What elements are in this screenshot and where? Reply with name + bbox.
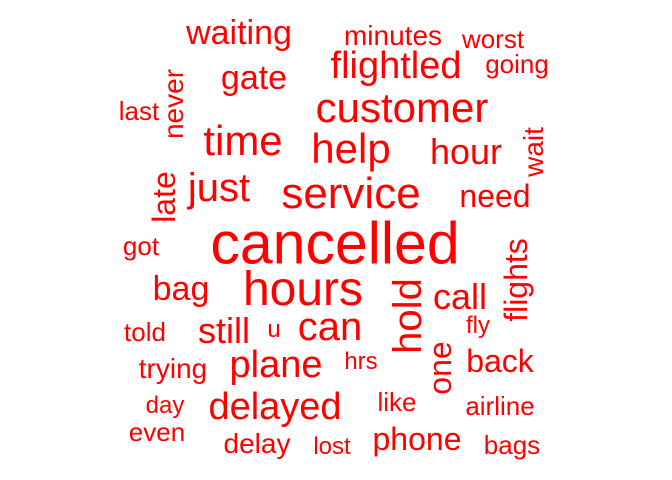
word-minutes: minutes: [343, 20, 443, 51]
word-back: back: [466, 343, 534, 379]
word-never: never: [158, 68, 189, 140]
word-flightled: flightled: [330, 45, 462, 87]
word-got: got: [122, 231, 160, 261]
word-customer: customer: [315, 84, 489, 131]
word-day: day: [145, 392, 185, 419]
word-flights: flights: [498, 238, 534, 322]
word-like: like: [377, 387, 417, 417]
word-still: still: [198, 310, 250, 351]
word-help: help: [311, 125, 391, 172]
word-bag: bag: [152, 270, 210, 308]
word-hrs: hrs: [344, 348, 378, 375]
word-plane: plane: [229, 344, 323, 386]
word-last: last: [118, 96, 160, 126]
word-just: just: [187, 166, 251, 210]
word-u: u: [267, 316, 281, 343]
word-cancelled: cancelled: [210, 210, 460, 277]
word-told: told: [124, 317, 166, 347]
word-hour: hour: [429, 131, 503, 172]
word-gate: gate: [220, 59, 288, 97]
word-delayed: delayed: [208, 386, 342, 428]
word-bags: bags: [483, 430, 541, 460]
word-waiting: waiting: [186, 14, 292, 52]
word-worst: worst: [461, 24, 525, 54]
word-hours: hours: [242, 263, 364, 316]
word-phone: phone: [372, 421, 462, 457]
word-trying: trying: [138, 353, 208, 384]
word-airline: airline: [465, 391, 535, 421]
word-need: need: [459, 178, 531, 214]
word-fly: fly: [466, 312, 490, 339]
word-service: service: [281, 169, 421, 218]
word-late: late: [146, 171, 182, 223]
word-lost: lost: [313, 433, 351, 460]
word-one: one: [422, 341, 458, 395]
word-even: even: [128, 417, 186, 447]
word-wait: wait: [518, 127, 549, 177]
word-going: going: [485, 49, 549, 79]
word-time: time: [203, 117, 283, 164]
word-can: can: [297, 305, 363, 349]
word-delay: delay: [223, 428, 291, 459]
word-call: call: [432, 276, 488, 317]
